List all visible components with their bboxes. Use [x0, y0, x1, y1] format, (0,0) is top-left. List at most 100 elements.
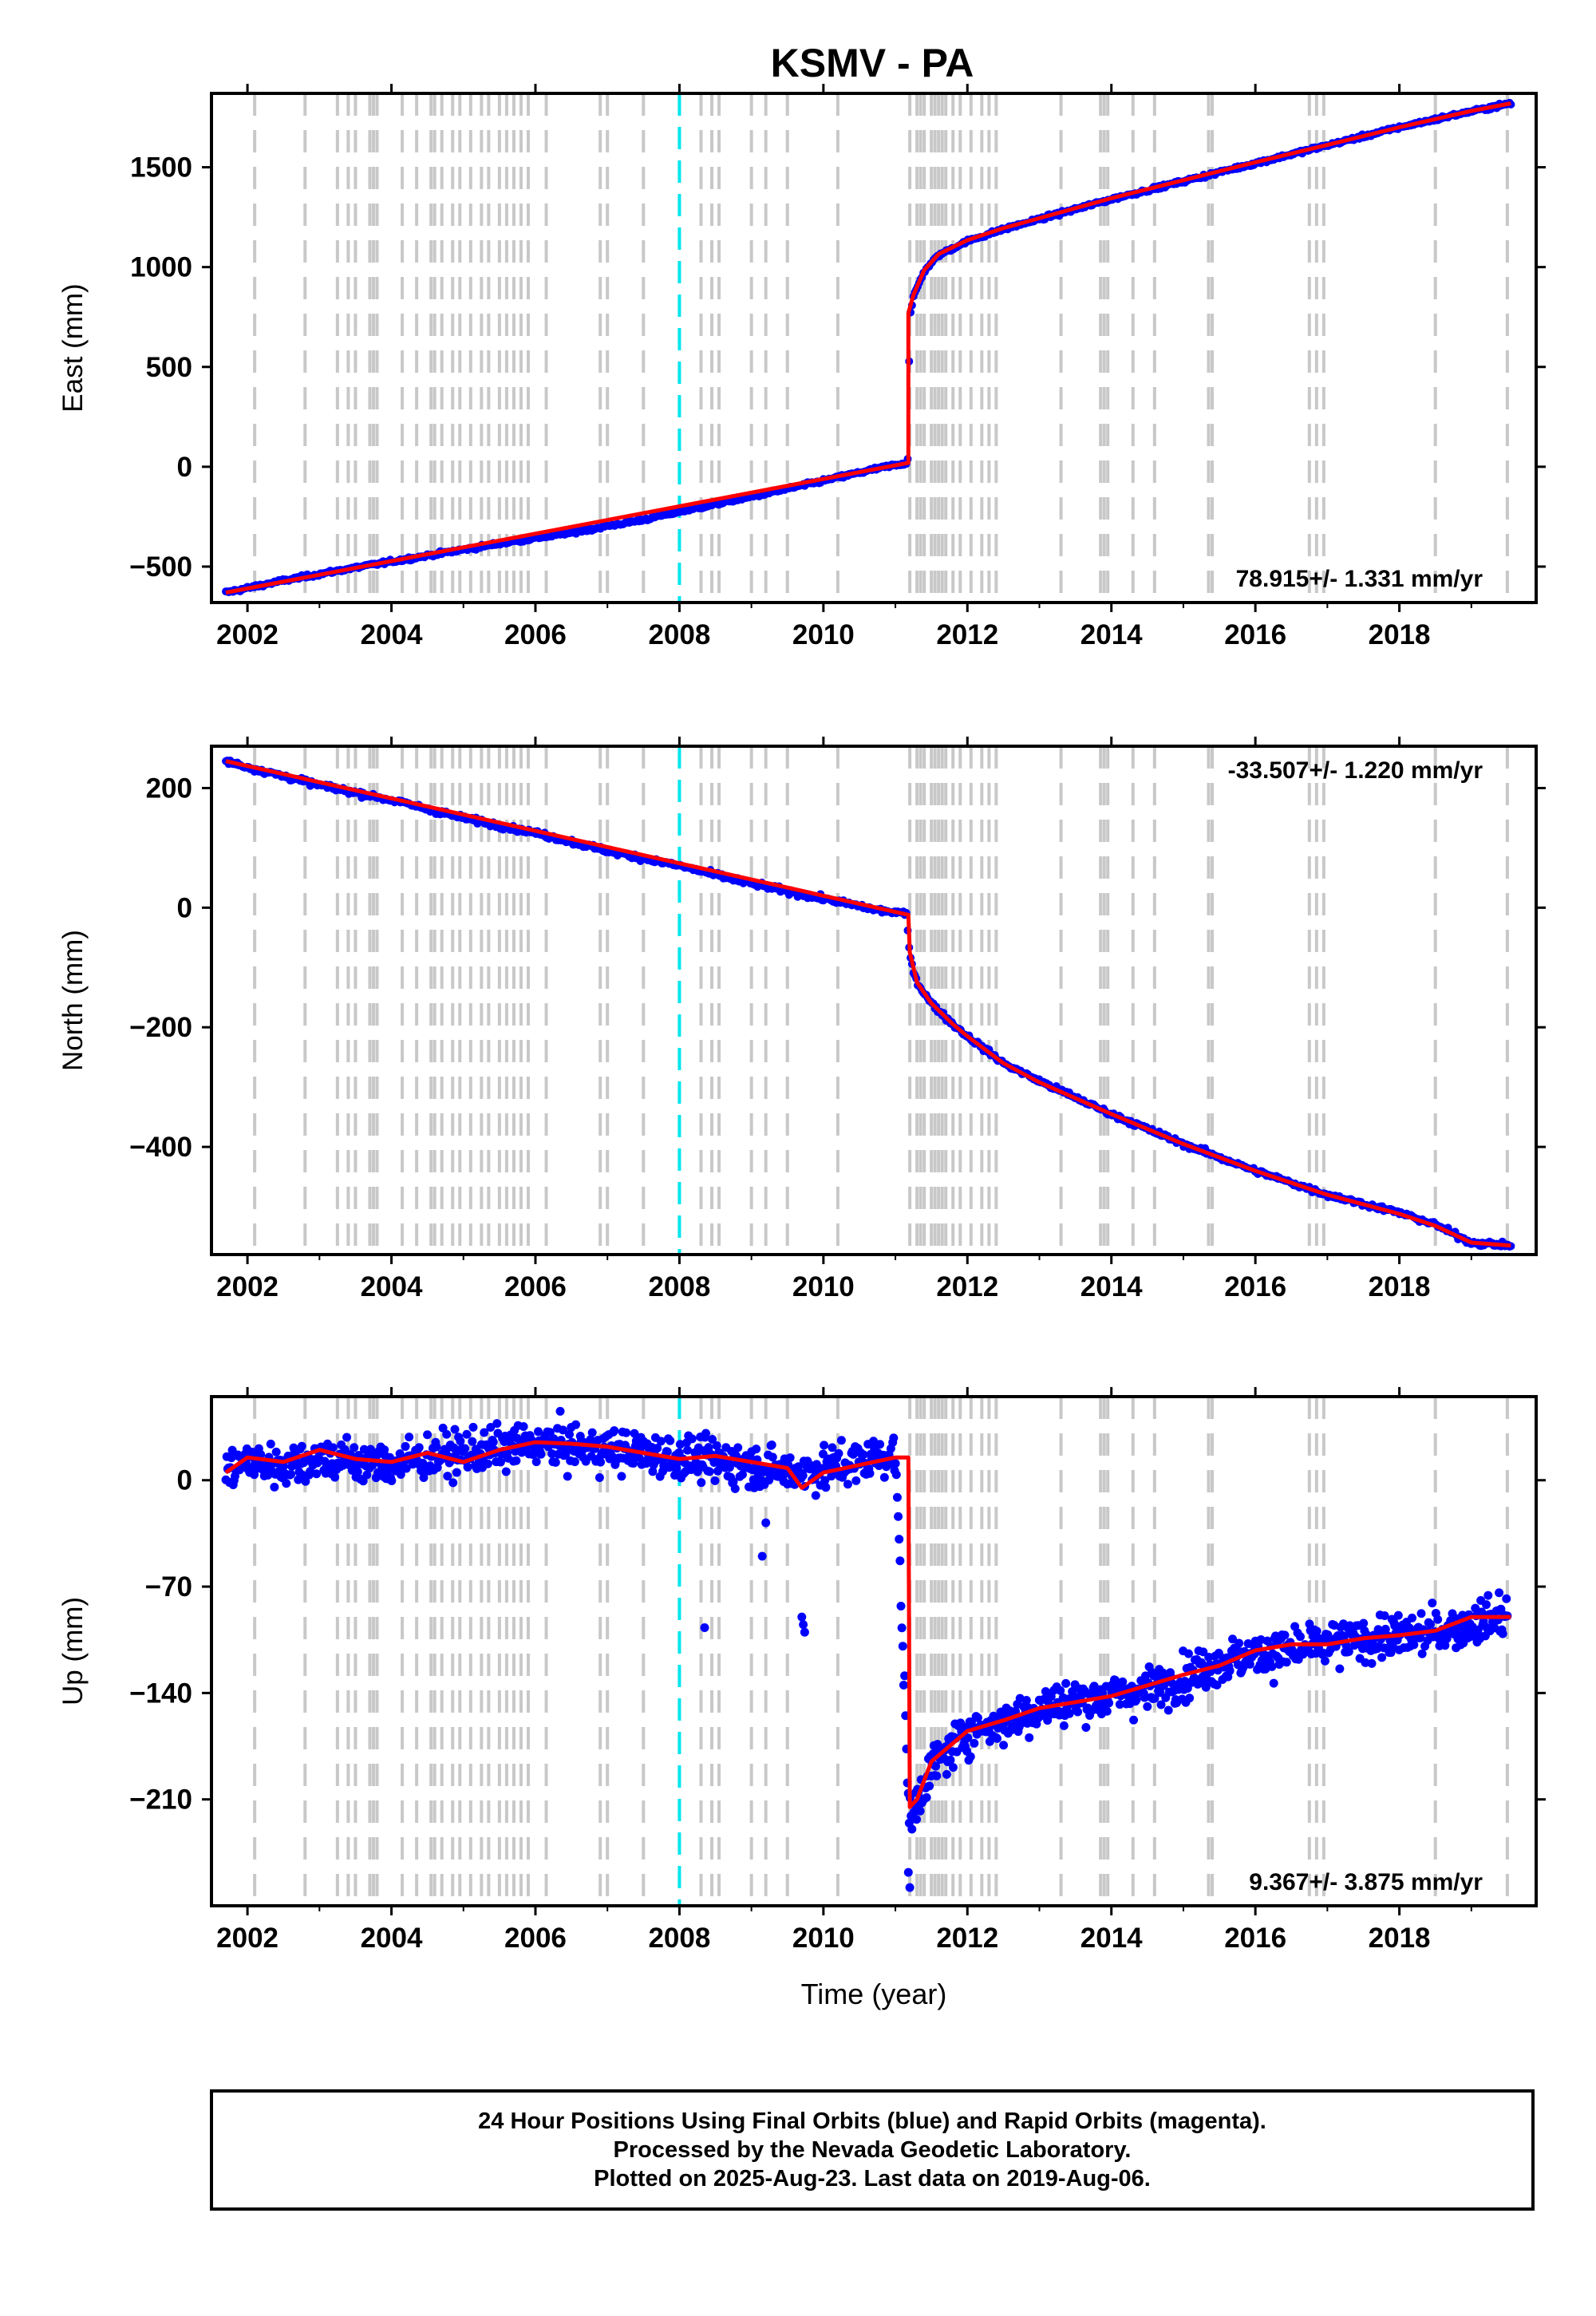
- data-point: [617, 1472, 626, 1481]
- data-point: [570, 1457, 579, 1467]
- data-point: [1495, 1588, 1504, 1598]
- data-point: [865, 1468, 875, 1478]
- data-point: [596, 1457, 606, 1467]
- data-point: [1156, 1700, 1166, 1709]
- y-tick-label: 200: [146, 773, 192, 804]
- data-point: [710, 1476, 720, 1485]
- data-point: [401, 1441, 410, 1451]
- data-point: [836, 1436, 846, 1445]
- data-point: [595, 1472, 604, 1482]
- data-point: [1111, 1675, 1120, 1685]
- data-point: [828, 1443, 837, 1452]
- data-point: [1150, 1694, 1159, 1703]
- data-point: [1335, 1664, 1345, 1674]
- data-point: [564, 1429, 574, 1439]
- data-point: [266, 1439, 275, 1448]
- outlier-point: [799, 1620, 808, 1630]
- data-point: [1183, 1649, 1193, 1658]
- rate-annotation: 9.367+/- 3.875 mm/yr: [1249, 1869, 1483, 1895]
- data-point: [531, 1457, 541, 1467]
- data-point: [442, 1429, 452, 1439]
- data-point: [1132, 1695, 1141, 1705]
- data-point: [653, 1444, 662, 1453]
- panel-up: 2002 2004 2006 2008 2010 2012 2014 2016 2018 −210…: [57, 1387, 1546, 2010]
- data-point: [712, 1441, 721, 1451]
- data-point: [279, 1461, 288, 1471]
- data-point: [571, 1420, 581, 1429]
- data-point: [1483, 1591, 1493, 1600]
- data-point: [496, 1457, 505, 1467]
- data-point: [1367, 1658, 1377, 1668]
- x-tick-label: 2006: [504, 1923, 567, 1954]
- data-point: [401, 1464, 411, 1473]
- data-point: [767, 1441, 776, 1450]
- data-point: [768, 1452, 777, 1462]
- x-tick-label: 2014: [1080, 619, 1143, 650]
- data-point: [1163, 1705, 1173, 1715]
- data-point: [729, 1477, 738, 1487]
- data-point: [456, 1437, 465, 1446]
- data-point: [820, 1441, 829, 1450]
- data-point: [708, 1434, 717, 1444]
- data-point: [555, 1406, 565, 1416]
- data-point: [889, 1433, 899, 1443]
- data-point: [587, 1428, 597, 1437]
- data-point: [666, 1436, 675, 1445]
- data-point: [851, 1476, 861, 1485]
- fit-line-up: [224, 1440, 1511, 1809]
- y-tick-label: 0: [177, 892, 192, 923]
- data-point: [501, 1467, 511, 1476]
- y-tick-label: −200: [129, 1012, 192, 1043]
- outlier-point: [757, 1551, 767, 1561]
- data-point: [942, 1769, 951, 1779]
- x-tick-label: 2014: [1080, 1923, 1143, 1954]
- data-point: [1104, 1698, 1114, 1708]
- data-point: [448, 1478, 458, 1488]
- data-point: [1282, 1658, 1291, 1667]
- data-point: [414, 1443, 424, 1452]
- data-point: [892, 1492, 902, 1502]
- x-tick-label: 2006: [504, 1271, 567, 1302]
- data-point: [1118, 1677, 1128, 1686]
- data-point: [629, 1458, 638, 1468]
- outlier-point: [700, 1622, 709, 1632]
- data-point: [898, 1642, 907, 1651]
- data-point: [450, 1425, 460, 1434]
- data-point: [733, 1443, 743, 1452]
- data-point: [705, 1467, 714, 1476]
- data-point: [419, 1473, 429, 1483]
- y-tick-label: −140: [129, 1678, 192, 1709]
- data-point: [970, 1738, 979, 1748]
- data-point: [1433, 1614, 1443, 1624]
- data-point: [948, 1763, 958, 1773]
- outlier-point: [903, 1867, 913, 1877]
- fit-line-north: [225, 759, 1511, 1248]
- x-tick-label: 2012: [936, 1271, 998, 1302]
- plot-area-east: [222, 93, 1515, 603]
- data-point: [793, 1462, 803, 1472]
- data-point: [1471, 1603, 1480, 1613]
- y-axis-label: East (mm): [57, 283, 89, 412]
- data-point: [1197, 1658, 1207, 1667]
- data-point: [536, 1449, 546, 1459]
- data-point: [1245, 1659, 1254, 1669]
- y-tick-label: 0: [177, 452, 192, 483]
- data-point: [1073, 1707, 1083, 1717]
- data-point: [1408, 1613, 1417, 1622]
- data-point: [610, 1426, 619, 1436]
- footer-line-processing: Processed by the Nevada Geodetic Laborat…: [613, 2137, 1132, 2163]
- data-point: [330, 1472, 340, 1482]
- data-point: [730, 1484, 740, 1493]
- y-tick-label: −70: [145, 1571, 192, 1603]
- data-point: [492, 1419, 502, 1429]
- x-tick-label: 2014: [1080, 1271, 1143, 1302]
- footer-info-box: 24 Hour Positions Using Final Orbits (bl…: [210, 2089, 1535, 2211]
- data-point: [811, 1491, 820, 1500]
- x-axis-label: Time (year): [801, 1978, 947, 2010]
- data-point: [452, 1468, 461, 1477]
- data-point: [350, 1443, 359, 1452]
- x-tick-label: 2018: [1369, 1271, 1431, 1302]
- data-point: [752, 1445, 761, 1454]
- data-point: [1340, 1631, 1349, 1641]
